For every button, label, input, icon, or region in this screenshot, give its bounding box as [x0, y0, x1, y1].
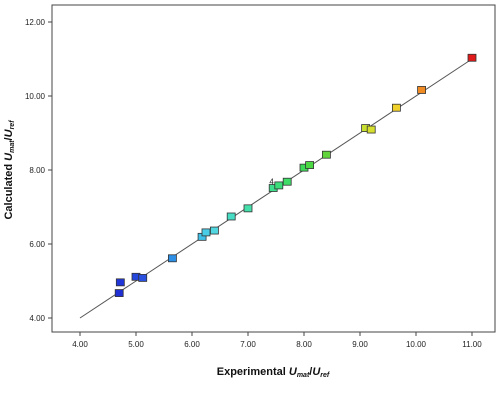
y-tick-label: 6.00: [29, 240, 45, 249]
y-tick-label: 4.00: [29, 314, 45, 323]
y-axis-title: Calculated Umat/Uref: [3, 120, 16, 220]
data-point: [274, 181, 284, 190]
data-point: [366, 125, 376, 134]
x-axis-title-sub1: mat: [297, 372, 310, 379]
x-tick-label: 6.00: [184, 340, 200, 349]
x-tick-label: 9.00: [352, 340, 368, 349]
y-axis-title-sep: /: [3, 137, 15, 140]
x-tick-label: 5.00: [128, 340, 144, 349]
data-point: [201, 228, 211, 237]
data-point: [243, 204, 253, 213]
x-tick-label: 4.00: [72, 340, 88, 349]
data-point: [417, 86, 427, 94]
y-axis-title-sub1: mat: [9, 140, 16, 153]
x-axis-title-main: Experimental: [217, 366, 289, 378]
y-axis-title-sub2: ref: [9, 120, 16, 130]
data-point: [321, 150, 331, 159]
x-tick-label: 8.00: [296, 340, 312, 349]
data-point: [305, 161, 315, 169]
x-axis-title: Experimental Umat/Uref: [217, 366, 330, 379]
y-tick-label: 8.00: [29, 166, 45, 175]
x-tick-label: 11.00: [462, 340, 482, 349]
data-points: [114, 53, 477, 297]
x-axis: 4.00 5.00 6.00 7.00 8.00 9.00 10.00 11.00: [72, 332, 482, 349]
data-point: [138, 274, 148, 282]
x-tick-label: 7.00: [240, 340, 256, 349]
plot-frame: [51, 4, 496, 333]
data-point: [467, 53, 477, 62]
data-point: [282, 177, 292, 186]
y-axis-title-var2: U: [3, 128, 15, 137]
x-axis-title-sub2: ref: [320, 372, 330, 379]
y-tick-label: 12.00: [25, 18, 46, 27]
x-axis-title-var2: U: [312, 366, 321, 378]
y-axis: 4.00 6.00 8.00 10.00 12.00: [25, 18, 52, 323]
data-point: [114, 289, 124, 297]
y-axis-title-var: U: [3, 152, 15, 161]
data-point: [226, 212, 236, 221]
y-axis-title-main: Calculated: [3, 161, 15, 220]
data-point: [391, 103, 401, 112]
data-point: [167, 254, 177, 263]
x-axis-title-var: U: [289, 366, 298, 378]
y-tick-label: 10.00: [25, 92, 46, 101]
x-axis-title-sep: /: [309, 366, 312, 378]
data-point: [209, 226, 219, 235]
data-point: [115, 278, 125, 287]
x-tick-label: 10.00: [406, 340, 427, 349]
point-annotation: 4: [269, 178, 274, 187]
